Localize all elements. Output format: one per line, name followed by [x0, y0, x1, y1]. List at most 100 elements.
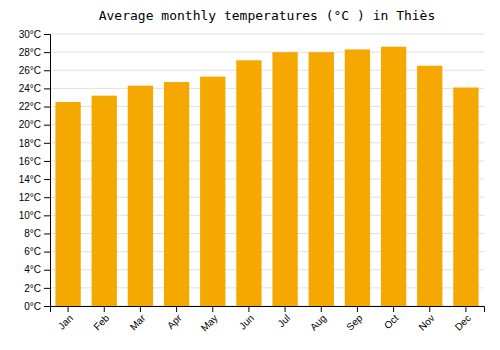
tick-mark	[44, 197, 50, 198]
tick-label: 30°C	[19, 29, 41, 40]
bar	[164, 82, 189, 306]
tick: 0°C	[24, 301, 50, 312]
grid-line	[50, 34, 484, 35]
tick-label: Aug	[308, 312, 328, 332]
tick: 16°C	[19, 156, 50, 167]
bar	[200, 77, 225, 306]
tick-mark	[212, 306, 213, 312]
tick: Apr	[165, 306, 184, 331]
tick: 14°C	[19, 174, 50, 185]
bar	[55, 102, 80, 306]
tick-mark	[248, 306, 249, 312]
tick: 18°C	[19, 138, 50, 149]
tick: 6°C	[24, 246, 50, 257]
tick-mark	[285, 306, 286, 312]
tick: Aug	[308, 306, 328, 333]
bar	[92, 96, 117, 306]
tick-mark	[44, 179, 50, 180]
tick: 8°C	[24, 228, 50, 239]
tick-mark	[429, 306, 430, 312]
tick-mark	[44, 125, 50, 126]
tick-mark	[44, 215, 50, 216]
tick-mark	[465, 306, 466, 312]
tick: Jun	[237, 306, 256, 332]
tick: 28°C	[19, 47, 50, 58]
tick-mark	[176, 306, 177, 312]
bars	[55, 47, 478, 306]
tick-mark	[44, 34, 50, 35]
tick-mark	[68, 306, 69, 312]
tick-mark	[104, 306, 105, 312]
title: Average monthly temperatures (°C ) in Th…	[99, 8, 436, 23]
tick-mark	[44, 270, 50, 271]
tick: Jan	[56, 306, 75, 332]
chart: 0°C2°C4°C6°C8°C10°C12°C14°C16°C18°C20°C2…	[0, 0, 500, 350]
tick-label: Jun	[237, 312, 256, 331]
tick-label: Apr	[165, 312, 184, 331]
tick: Oct	[382, 306, 401, 331]
tick: 24°C	[19, 83, 50, 94]
tick-mark	[44, 52, 50, 53]
tick-label: Nov	[416, 312, 436, 332]
tick-mark	[140, 306, 141, 312]
grid	[50, 34, 484, 306]
tick-label: Sep	[344, 312, 365, 333]
tick-label: 22°C	[19, 101, 41, 112]
tick-label: 6°C	[24, 246, 41, 257]
tick-mark	[44, 143, 50, 144]
tick: Jul	[275, 306, 292, 329]
tick: 26°C	[19, 65, 50, 76]
tick: 22°C	[19, 101, 50, 112]
tick-mark	[357, 306, 358, 312]
tick-label: 28°C	[19, 47, 41, 58]
x-axis: Jan Feb Mar Apr May Jun Jul Aug Sep Oct Nov Dec	[51, 306, 485, 334]
tick-label: 10°C	[19, 210, 41, 221]
tick-label: Mar	[128, 312, 148, 332]
tick-label: Oct	[382, 312, 401, 331]
bar	[272, 52, 297, 306]
tick-mark	[44, 88, 50, 89]
tick-mark	[44, 306, 50, 307]
plot: 0°C2°C4°C6°C8°C10°C12°C14°C16°C18°C20°C2…	[19, 29, 485, 334]
tick: 10°C	[19, 210, 50, 221]
tick-label: 26°C	[19, 65, 41, 76]
tick: May	[199, 306, 220, 334]
tick-mark	[44, 288, 50, 289]
tick: 4°C	[24, 264, 50, 275]
bar	[128, 86, 153, 306]
bar	[345, 49, 370, 306]
tick: Dec	[453, 306, 473, 333]
tick-mark	[44, 161, 50, 162]
bar	[381, 47, 406, 306]
tick: 12°C	[19, 192, 50, 203]
tick-label: 4°C	[24, 264, 41, 275]
tick: 20°C	[19, 119, 50, 130]
bar	[417, 66, 442, 306]
tick-label: 12°C	[19, 192, 41, 203]
bar	[236, 60, 261, 306]
tick-label: 24°C	[19, 83, 41, 94]
tick-label: 20°C	[19, 119, 41, 130]
axis-line	[44, 35, 51, 307]
tick-label: Jul	[275, 312, 292, 329]
tick-label: 0°C	[24, 301, 41, 312]
tick-label: 8°C	[24, 228, 41, 239]
tick-label: May	[199, 312, 220, 333]
bar	[453, 87, 478, 306]
tick-label: Feb	[91, 312, 111, 332]
tick-label: 14°C	[19, 174, 41, 185]
tick-label: Jan	[56, 312, 75, 331]
tick-mark	[44, 252, 50, 253]
grid-line	[50, 52, 484, 53]
tick-mark	[44, 70, 50, 71]
y-axis: 0°C2°C4°C6°C8°C10°C12°C14°C16°C18°C20°C2…	[19, 29, 51, 312]
tick: Nov	[416, 306, 436, 333]
tick-label: 18°C	[19, 138, 41, 149]
tick: Sep	[344, 306, 365, 333]
tick: Mar	[128, 306, 148, 332]
tick-mark	[44, 233, 50, 234]
tick-mark	[393, 306, 394, 312]
tick: 30°C	[19, 29, 50, 40]
axis-line	[51, 307, 485, 313]
tick: Feb	[91, 306, 111, 332]
